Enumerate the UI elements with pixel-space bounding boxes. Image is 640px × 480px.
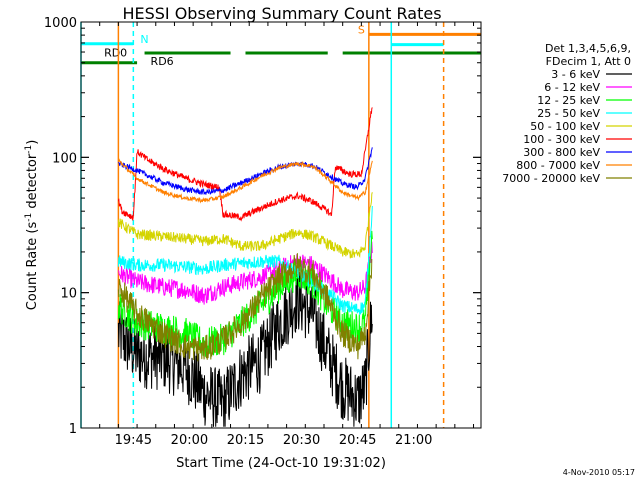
flag-label: N	[140, 33, 148, 46]
y-axis-label-part: detector	[25, 153, 40, 213]
observing-flags: N S RD0 RD6	[81, 23, 481, 68]
y-tick-label: 100	[52, 151, 77, 166]
series-line	[117, 192, 373, 259]
legend-label: 6 - 12 keV	[544, 81, 600, 94]
legend-label: 800 - 7000 keV	[516, 159, 600, 172]
y-axis-label-superscript: -1	[24, 213, 34, 222]
series-line	[117, 158, 373, 204]
series-line	[117, 107, 373, 222]
y-tick-label: 1000	[44, 16, 77, 31]
x-tick-label: 20:45	[339, 433, 376, 448]
x-tick-label: 20:15	[227, 433, 264, 448]
legend-label: 50 - 100 keV	[530, 120, 600, 133]
legend-label: 12 - 25 keV	[537, 94, 600, 107]
y-axis-label: Count Rate (s-1 detector-1)	[24, 140, 40, 311]
x-axis-label: Start Time (24-Oct-10 19:31:02)	[176, 456, 386, 471]
series-lines	[117, 107, 373, 427]
series-line	[117, 241, 373, 305]
y-axis-label-part: Count Rate (s	[25, 222, 40, 311]
legend-header-line: FDecim 1, Att 0	[546, 55, 631, 68]
x-axis-ticks: 19:45 20:00 20:15 20:30 20:45 21:00	[80, 22, 475, 448]
footer-timestamp: 4-Nov-2010 05:17	[563, 468, 635, 477]
legend-label: 300 - 800 keV	[523, 146, 600, 159]
flag-label: RD0	[104, 47, 127, 60]
legend-header-line: Det 1,3,4,5,6,9,	[545, 42, 631, 55]
y-axis-label-superscript: -1	[24, 145, 34, 154]
flag-label: RD6	[151, 55, 174, 68]
y-tick-label: 10	[60, 287, 77, 302]
plot-frame	[80, 21, 482, 429]
legend-label: 7000 - 20000 keV	[502, 172, 600, 185]
legend-label: 3 - 6 keV	[551, 68, 600, 81]
x-tick-label: 21:00	[395, 433, 432, 448]
legend-label: 100 - 300 keV	[523, 133, 600, 146]
x-tick-label: 19:45	[115, 433, 152, 448]
legend-label: 25 - 50 keV	[537, 107, 600, 120]
flag-label: S	[358, 23, 365, 36]
chart-title: HESSI Observing Summary Count Rates	[122, 4, 441, 23]
series-line	[117, 253, 373, 362]
y-axis-label-part: )	[25, 140, 40, 145]
y-tick-label: 1	[69, 422, 77, 437]
series-line	[117, 205, 373, 315]
x-tick-label: 20:00	[171, 433, 208, 448]
legend: Det 1,3,4,5,6,9, FDecim 1, Att 0 3 - 6 k…	[502, 42, 632, 185]
y-axis-ticks: 1 10 100 1000	[44, 16, 481, 437]
x-tick-label: 20:30	[283, 433, 320, 448]
